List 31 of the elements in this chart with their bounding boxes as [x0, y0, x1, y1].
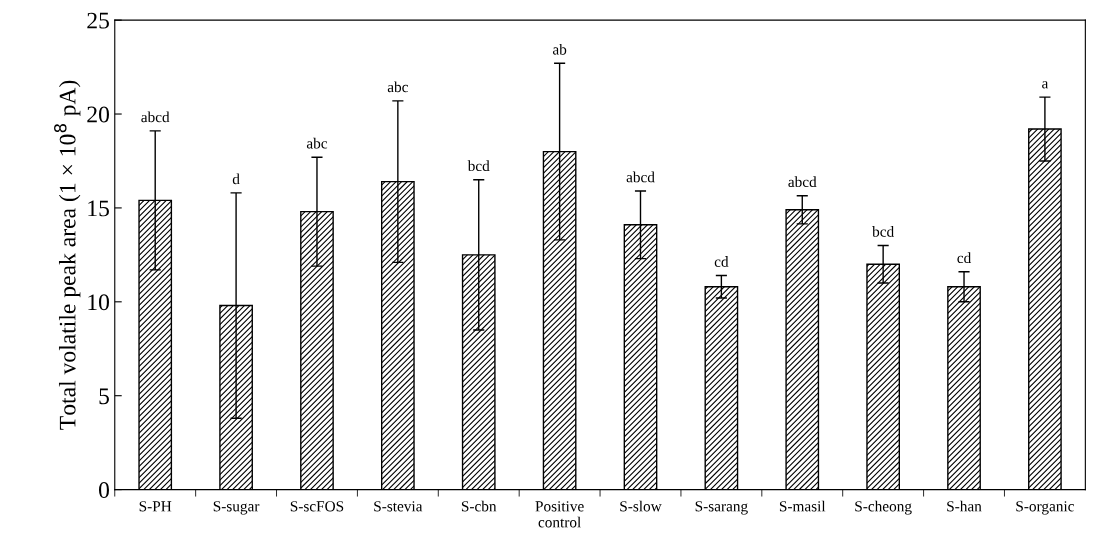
- x-tick-label: S-sarang: [695, 501, 748, 515]
- annotation: d: [232, 173, 240, 185]
- y-axis-title: Total volatile peak area (1 × 10$^{8}$ pA): [54, 80, 81, 430]
- annotation: bcd: [467, 160, 490, 172]
- x-tick-label: Positive control: [535, 501, 584, 528]
- y-tick-label: 5: [99, 388, 109, 405]
- y-tick-label: 25: [87, 12, 109, 29]
- annotation: a: [1042, 81, 1049, 89]
- annotation: cd: [957, 252, 972, 264]
- annotation: abcd: [788, 176, 817, 188]
- x-tick-label: S-han: [947, 500, 982, 512]
- x-tick-label: S-masil: [779, 500, 826, 512]
- annotation: cd: [714, 256, 729, 267]
- x-tick-label: S-stevia: [374, 501, 423, 512]
- annotation: abc: [306, 137, 328, 149]
- y-tick-label: 15: [88, 200, 109, 217]
- x-tick-label: S-slow: [620, 500, 662, 512]
- y-tick-label: 0: [99, 482, 109, 499]
- annotation: ab: [552, 43, 567, 55]
- y-tick-label: 20: [87, 106, 109, 123]
- x-tick-label: S-cheong: [855, 500, 912, 515]
- x-tick-label: S-cbn: [461, 500, 497, 512]
- annotation: bcd: [872, 226, 894, 237]
- annotation: abcd: [141, 111, 170, 123]
- y-tick-label: 10: [88, 294, 109, 311]
- x-tick-label: S-scFOS: [290, 501, 344, 512]
- x-tick-label: S-sugar: [213, 501, 260, 515]
- annotation: abc: [387, 81, 408, 93]
- annotation: abcd: [626, 171, 655, 183]
- x-tick-label: S-organic: [1016, 501, 1074, 515]
- x-tick-label: S-PH: [139, 501, 172, 512]
